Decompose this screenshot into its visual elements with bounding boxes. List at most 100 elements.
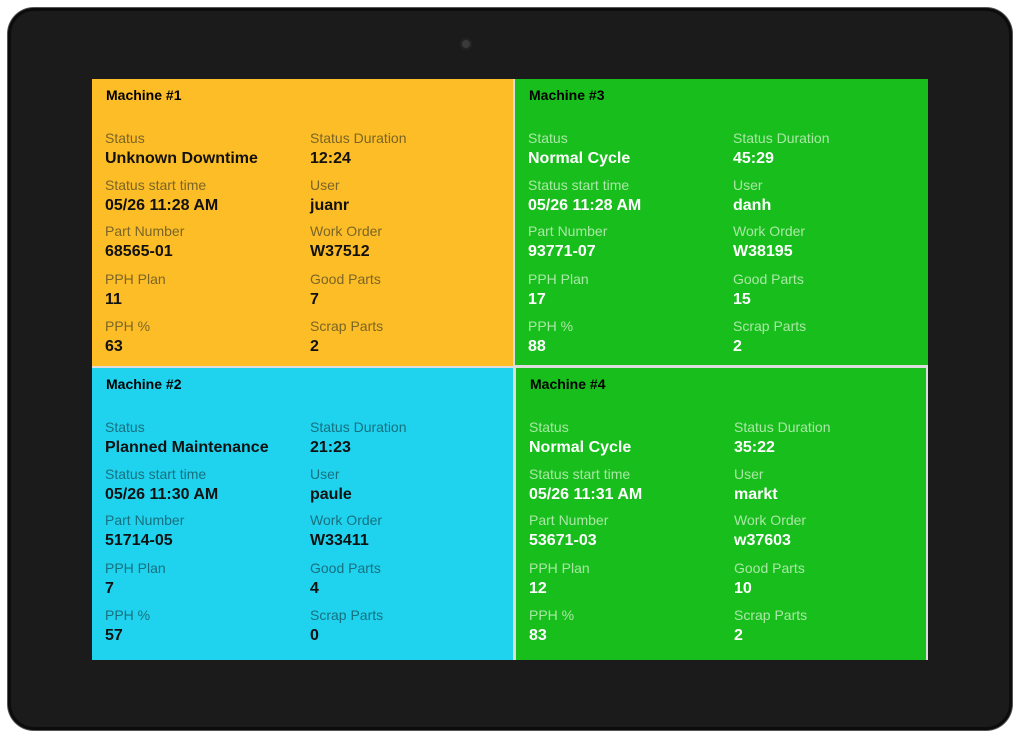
field-value: 10 xyxy=(734,580,752,597)
field-value: 63 xyxy=(105,338,123,355)
field-pph-plan: PPH Plan 11 xyxy=(105,271,305,310)
field-value: 21:23 xyxy=(310,439,351,456)
field-good-parts: Good Parts 15 xyxy=(733,271,933,310)
field-label: Scrap Parts xyxy=(734,607,808,623)
field-status-start: Status start time 05/26 11:31 AM xyxy=(529,466,729,505)
field-label: Status xyxy=(105,419,145,435)
field-value: 7 xyxy=(105,580,114,597)
field-status-start: Status start time 05/26 11:28 AM xyxy=(528,177,728,216)
field-good-parts: Good Parts 10 xyxy=(734,560,934,599)
field-work-order: Work Order w37603 xyxy=(734,512,934,551)
field-user: User markt xyxy=(734,466,934,505)
field-value: 51714-05 xyxy=(105,532,173,549)
field-value: 17 xyxy=(528,291,546,308)
field-label: Good Parts xyxy=(310,560,381,576)
field-good-parts: Good Parts 4 xyxy=(310,560,510,599)
field-label: Good Parts xyxy=(733,271,804,287)
field-label: PPH % xyxy=(105,318,151,334)
field-label: Status Duration xyxy=(310,130,407,146)
field-label: Part Number xyxy=(105,223,185,239)
field-value: 11 xyxy=(105,291,122,308)
field-value: 2 xyxy=(310,338,319,355)
machine-title: Machine #2 xyxy=(106,376,182,392)
field-value: W33411 xyxy=(310,532,369,549)
field-part-number: Part Number 68565-01 xyxy=(105,223,305,262)
field-label: Part Number xyxy=(529,512,609,528)
field-label: User xyxy=(733,177,763,193)
field-work-order: Work Order W33411 xyxy=(310,512,510,551)
field-value: 05/26 11:28 AM xyxy=(528,197,642,214)
field-value: juanr xyxy=(310,197,350,214)
field-label: Scrap Parts xyxy=(310,607,384,623)
field-scrap-parts: Scrap Parts 0 xyxy=(310,607,510,646)
machine-panel[interactable]: Machine #3 Status Normal Cycle Status Du… xyxy=(515,79,928,365)
field-value: danh xyxy=(733,197,772,214)
field-value: 88 xyxy=(528,338,546,355)
field-pph-pct: PPH % 63 xyxy=(105,318,305,357)
field-status: Status Unknown Downtime xyxy=(105,130,305,169)
field-label: Work Order xyxy=(310,223,383,239)
field-pph-pct: PPH % 83 xyxy=(529,607,729,646)
field-label: Work Order xyxy=(734,512,807,528)
field-label: Status Duration xyxy=(733,130,830,146)
field-value: 2 xyxy=(733,338,742,355)
field-label: Good Parts xyxy=(734,560,805,576)
field-value: 93771-07 xyxy=(528,243,596,260)
machine-panel[interactable]: Machine #2 Status Planned Maintenance St… xyxy=(92,368,513,660)
field-part-number: Part Number 51714-05 xyxy=(105,512,305,551)
field-value: 12 xyxy=(529,580,547,597)
field-label: PPH Plan xyxy=(105,271,166,287)
field-value: 05/26 11:31 AM xyxy=(529,486,643,503)
field-user: User paule xyxy=(310,466,510,505)
field-value: W38195 xyxy=(733,243,793,260)
field-label: Status xyxy=(529,419,569,435)
field-value: Normal Cycle xyxy=(528,150,631,167)
machine-title: Machine #4 xyxy=(530,376,606,392)
field-value: 0 xyxy=(310,627,319,644)
field-value: 57 xyxy=(105,627,123,644)
field-good-parts: Good Parts 7 xyxy=(310,271,510,310)
field-value: Normal Cycle xyxy=(529,439,632,456)
field-status-start: Status start time 05/26 11:28 AM xyxy=(105,177,305,216)
field-label: Status xyxy=(528,130,568,146)
field-scrap-parts: Scrap Parts 2 xyxy=(733,318,933,357)
field-value: 7 xyxy=(310,291,319,308)
field-value: markt xyxy=(734,486,778,503)
field-part-number: Part Number 53671-03 xyxy=(529,512,729,551)
field-pph-pct: PPH % 88 xyxy=(528,318,728,357)
field-pph-plan: PPH Plan 12 xyxy=(529,560,729,599)
machine-panel[interactable]: Machine #1 Status Unknown Downtime Statu… xyxy=(92,79,513,366)
field-value: w37603 xyxy=(734,532,791,549)
field-value: 53671-03 xyxy=(529,532,597,549)
field-label: Work Order xyxy=(310,512,383,528)
field-label: Status start time xyxy=(105,177,207,193)
field-label: PPH Plan xyxy=(528,271,589,287)
field-label: Scrap Parts xyxy=(733,318,807,334)
field-value: 83 xyxy=(529,627,547,644)
field-label: PPH % xyxy=(529,607,575,623)
field-label: Part Number xyxy=(105,512,185,528)
field-label: Status Duration xyxy=(310,419,407,435)
field-value: 45:29 xyxy=(733,150,774,167)
field-label: Work Order xyxy=(733,223,806,239)
field-work-order: Work Order W38195 xyxy=(733,223,933,262)
field-value: Unknown Downtime xyxy=(105,150,258,167)
machine-panel[interactable]: Machine #4 Status Normal Cycle Status Du… xyxy=(516,368,926,660)
machine-title: Machine #3 xyxy=(529,87,605,103)
field-status-start: Status start time 05/26 11:30 AM xyxy=(105,466,305,505)
field-label: PPH % xyxy=(528,318,574,334)
field-label: Status Duration xyxy=(734,419,831,435)
field-status-duration: Status Duration 12:24 xyxy=(310,130,510,169)
field-label: Status start time xyxy=(529,466,631,482)
field-user: User danh xyxy=(733,177,933,216)
field-label: User xyxy=(310,466,340,482)
field-value: 4 xyxy=(310,580,319,597)
camera-icon xyxy=(460,38,472,50)
field-status: Status Normal Cycle xyxy=(528,130,728,169)
field-label: PPH % xyxy=(105,607,151,623)
field-scrap-parts: Scrap Parts 2 xyxy=(310,318,510,357)
field-value: Planned Maintenance xyxy=(105,439,269,456)
field-value: 12:24 xyxy=(310,150,351,167)
field-label: PPH Plan xyxy=(529,560,590,576)
field-label: Good Parts xyxy=(310,271,381,287)
